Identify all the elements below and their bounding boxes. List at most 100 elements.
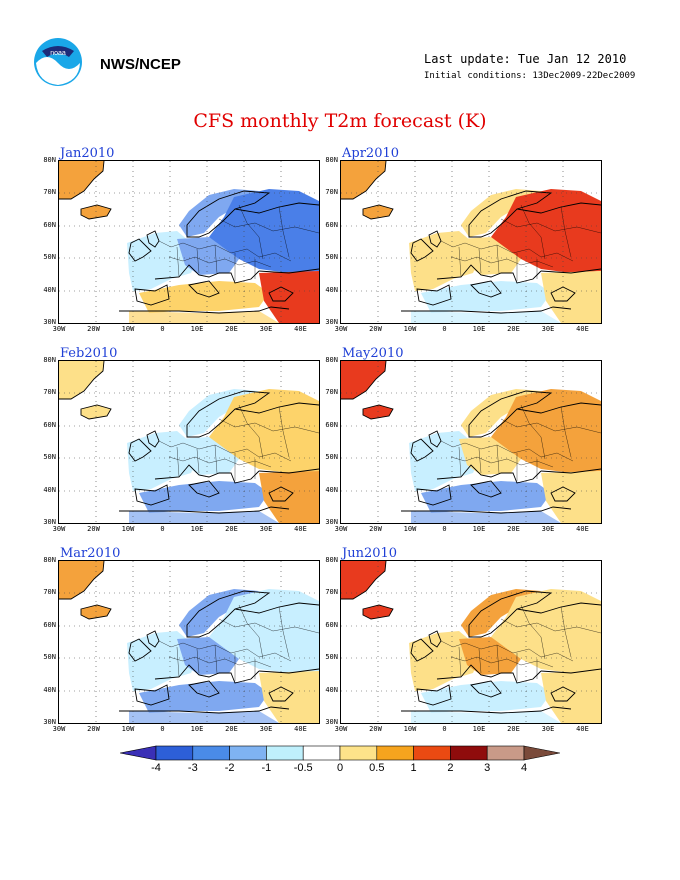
lon-tick-label: 30W [52,525,66,533]
mediterranean-region [139,281,269,313]
map-panel-mar2010: Mar2010 [43,546,358,760]
map-panel-may2010: May2010 [325,346,640,560]
colorbar-swatches [119,745,561,761]
lon-tick-label: 10W [121,525,135,533]
country-borders [158,604,319,681]
lon-tick-label: 10E [190,325,204,333]
north-africa-region [129,511,279,523]
coastlines [341,361,601,514]
lat-tick-label: 60N [43,620,56,629]
panel-month-label: May2010 [342,346,404,361]
map-panel-jan2010: Jan2010 [43,146,358,360]
greenland-region [59,361,104,399]
graticule [59,161,319,323]
anomaly-map [341,561,601,723]
coastlines [59,161,319,314]
north-africa-region [411,711,561,723]
north-africa-region [411,511,561,523]
lat-tick-label: 80N [325,556,338,564]
lon-tick-label: 20E [507,725,520,733]
colorbar-tick-label: 0.5 [369,762,385,774]
lon-tick-label: 40E [576,725,589,733]
lon-tick-label: 0 [160,525,165,533]
lat-tick-label: 40N [325,285,338,294]
lon-tick-label: 10E [472,725,486,733]
eastern-europe-region [209,389,319,473]
panel-month-label: Jun2010 [342,546,398,561]
north-africa-region [129,711,279,723]
mediterranean-region [421,281,551,313]
org-name: NWS/NCEP [100,56,181,73]
lat-tick-label: 70N [325,188,338,197]
lat-tick-label: 30N [43,518,56,526]
anomaly-map [59,561,319,723]
lon-tick-label: 20E [225,525,238,533]
lat-tick-label: 60N [43,220,56,229]
lon-tick-label: 10E [472,325,486,333]
lat-tick-label: 40N [43,685,56,694]
north-africa-region [129,311,279,323]
lat-tick-label: 80N [325,356,338,364]
colorbar-swatch [413,745,451,761]
colorbar-swatch [192,745,230,761]
graticule [59,361,319,523]
graticule [59,561,319,723]
lat-tick-label: 40N [325,685,338,694]
lat-tick-label: 50N [43,653,56,662]
lon-tick-label: 40E [294,525,307,533]
lon-tick-label: 20W [87,725,100,733]
colorbar-swatch [486,745,525,761]
lat-tick-label: 70N [325,388,338,397]
panel-month-label: Feb2010 [60,346,118,361]
lon-tick-label: 10W [403,725,417,733]
lon-tick-label: 20W [87,525,100,533]
colorbar-tick-label: 1 [410,762,417,774]
lon-tick-label: 10E [190,525,204,533]
colorbar-swatch [229,745,267,761]
lon-tick-label: 10W [121,325,135,333]
lon-tick-label: 20E [507,525,520,533]
map-frame [58,560,320,724]
mediterranean-region [421,481,551,513]
map-panel-apr2010: Apr2010 [325,146,640,360]
colorbar-swatch [339,745,378,761]
lat-tick-label: 40N [325,485,338,494]
lon-tick-label: 40E [576,525,589,533]
lon-tick-label: 0 [160,325,165,333]
anomaly-map [59,361,319,523]
lon-tick-label: 30E [541,325,555,333]
eastern-europe-region [491,389,601,473]
lat-tick-label: 60N [325,620,338,629]
lon-tick-label: 20W [87,325,100,333]
panel-month-label: Jan2010 [60,146,115,161]
lon-tick-label: 0 [442,325,447,333]
lon-tick-label: 40E [294,325,307,333]
mediterranean-region [421,681,551,713]
lat-tick-label: 60N [325,420,338,429]
lat-tick-label: 50N [325,453,338,462]
country-borders [158,404,319,481]
lon-tick-label: 20E [225,725,238,733]
lat-tick-label: 30N [43,318,56,326]
anomaly-map [341,161,601,323]
lat-tick-label: 50N [43,453,56,462]
lon-tick-label: 0 [442,725,447,733]
panel-month-label: Apr2010 [342,146,400,161]
lat-tick-label: 50N [43,253,56,262]
lon-tick-label: 30E [541,525,555,533]
eastern-europe-region [491,189,601,273]
noaa-logo: noaa [33,37,83,87]
lat-tick-label: 80N [325,156,338,164]
lat-tick-label: 40N [43,285,56,294]
colorbar-tick-label: 2 [447,762,454,774]
lat-tick-label: 80N [43,156,56,164]
lon-tick-label: 10W [403,325,417,333]
map-panel-feb2010: Feb2010 [43,346,358,560]
colorbar-tick-label: 4 [520,762,528,774]
panel-month-label: Mar2010 [60,546,121,561]
lon-tick-label: 30E [259,725,273,733]
lat-tick-label: 80N [43,356,56,364]
colorbar-swatch [266,745,304,761]
lon-tick-label: 40E [294,725,307,733]
greenland-region [341,561,386,599]
